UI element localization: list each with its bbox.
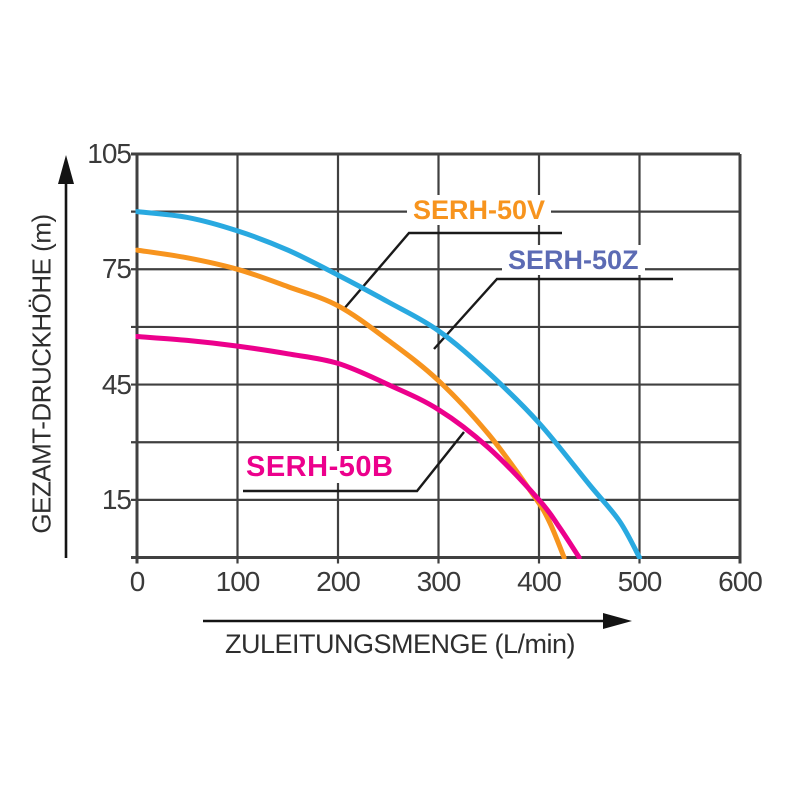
leader-line-serh-50z bbox=[433, 277, 673, 350]
x-tick-label-0: 0 bbox=[129, 566, 146, 597]
x-tick-label-100: 100 bbox=[215, 566, 261, 597]
y-axis-arrow-head bbox=[58, 155, 74, 184]
leader-line-serh-50b bbox=[243, 431, 465, 493]
series-curve-serh-50v bbox=[135, 247, 567, 559]
x-tick-label-200: 200 bbox=[316, 566, 361, 597]
x-tick-label-300: 300 bbox=[416, 566, 462, 597]
x-tick-label-600: 600 bbox=[718, 566, 763, 597]
y-tick-label-105: 105 bbox=[87, 138, 132, 169]
y-tick-label-45: 45 bbox=[101, 368, 132, 400]
series-curve-serh-50z bbox=[135, 209, 642, 559]
series-label-serh-50z: SERH-50Z bbox=[502, 245, 645, 276]
leader-line-serh-50v bbox=[342, 231, 562, 311]
series-label-serh-50b: SERH-50B bbox=[240, 451, 400, 484]
y-tick-label-75: 75 bbox=[101, 253, 132, 285]
y-axis-title: GEZAMT-DRUCKHÖHE (m) bbox=[26, 214, 57, 534]
series-curve-serh-50b bbox=[135, 334, 582, 559]
x-axis-title: ZULEITUNGSMENGE (L/min) bbox=[224, 629, 576, 659]
series-label-serh-50v: SERH-50V bbox=[407, 195, 552, 226]
x-tick-label-500: 500 bbox=[617, 566, 663, 597]
x-tick-label-400: 400 bbox=[517, 566, 562, 597]
y-tick-label-15: 15 bbox=[101, 483, 132, 515]
x-axis-arrow-head bbox=[603, 613, 632, 629]
